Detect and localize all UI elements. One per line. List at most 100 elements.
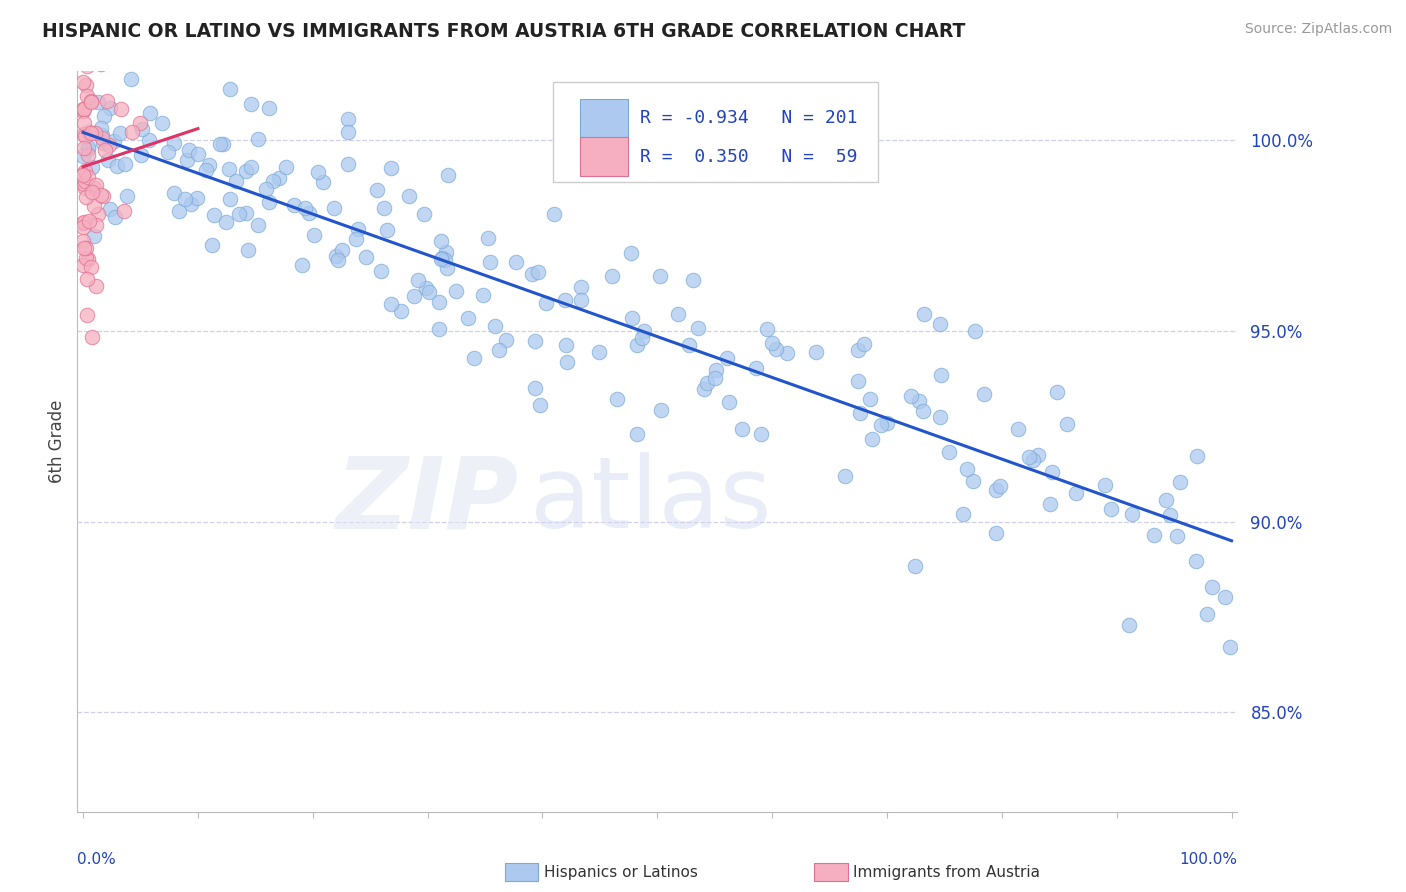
Point — [761, 335, 783, 350]
Point — [77, 214, 100, 228]
Point — [76, 272, 98, 286]
Point — [804, 345, 827, 359]
Point — [704, 363, 727, 377]
Point — [495, 334, 517, 348]
Point — [718, 395, 741, 409]
Point — [430, 234, 453, 248]
Point — [398, 189, 420, 203]
Point — [375, 223, 398, 237]
Point — [84, 127, 107, 141]
Point — [83, 199, 105, 213]
Point — [131, 122, 153, 136]
Point — [326, 253, 349, 268]
Point — [76, 89, 98, 103]
Text: Source: ZipAtlas.com: Source: ZipAtlas.com — [1244, 22, 1392, 37]
Point — [87, 95, 110, 110]
Point — [505, 255, 527, 269]
Point — [463, 351, 485, 366]
Point — [633, 324, 655, 338]
Point — [418, 285, 440, 299]
Point — [96, 94, 118, 108]
Point — [246, 218, 269, 232]
Point — [1056, 417, 1078, 431]
Point — [650, 268, 672, 283]
Point — [208, 136, 231, 151]
Point — [94, 143, 117, 157]
Point — [834, 469, 856, 483]
Point — [911, 404, 934, 418]
Point — [163, 186, 186, 200]
Point — [332, 243, 354, 257]
Point — [77, 252, 100, 267]
Point — [588, 345, 610, 359]
Point — [98, 137, 121, 152]
Point — [84, 279, 107, 293]
Point — [912, 307, 935, 321]
Point — [75, 251, 97, 265]
Point — [696, 376, 718, 390]
Point — [380, 297, 402, 311]
Point — [876, 416, 898, 430]
Point — [929, 317, 952, 331]
Point — [430, 251, 453, 265]
Point — [536, 296, 558, 310]
Point — [110, 126, 132, 140]
Point — [775, 346, 797, 360]
Point — [239, 160, 262, 174]
Point — [370, 264, 392, 278]
Point — [76, 309, 98, 323]
Point — [73, 129, 96, 144]
Point — [366, 183, 388, 197]
Point — [163, 136, 186, 150]
Point — [408, 273, 430, 287]
Point — [115, 189, 138, 203]
Point — [908, 394, 931, 409]
Point — [600, 269, 623, 284]
Point — [75, 240, 97, 254]
Point — [90, 128, 112, 142]
Point — [869, 418, 891, 433]
Point — [215, 215, 238, 229]
Point — [848, 406, 870, 420]
Point — [973, 387, 995, 401]
Point — [75, 180, 97, 194]
Point — [1213, 590, 1236, 604]
Point — [606, 392, 628, 406]
Point — [129, 116, 152, 130]
Point — [105, 159, 128, 173]
Point — [988, 479, 1011, 493]
Text: atlas: atlas — [530, 452, 772, 549]
Point — [478, 255, 501, 269]
Point — [522, 267, 544, 281]
Point — [765, 342, 787, 356]
Point — [169, 204, 191, 219]
FancyBboxPatch shape — [553, 82, 877, 183]
Point — [91, 131, 114, 145]
Point — [307, 165, 329, 179]
Point — [322, 201, 344, 215]
Point — [929, 368, 952, 382]
Point — [104, 210, 127, 224]
Point — [90, 120, 112, 135]
Point — [389, 304, 412, 318]
Point — [1021, 453, 1043, 467]
Point — [543, 207, 565, 221]
Point — [304, 227, 326, 242]
Point — [952, 507, 974, 521]
Point — [554, 338, 576, 352]
Text: R = -0.934   N = 201: R = -0.934 N = 201 — [640, 109, 858, 127]
Point — [198, 158, 221, 172]
Text: 0.0%: 0.0% — [77, 853, 117, 867]
Point — [1195, 607, 1218, 621]
Point — [91, 136, 114, 151]
Text: R =  0.350   N =  59: R = 0.350 N = 59 — [640, 147, 858, 166]
Point — [434, 252, 457, 267]
Point — [1064, 486, 1087, 500]
Point — [852, 337, 875, 351]
Point — [246, 131, 269, 145]
Point — [72, 234, 94, 248]
Point — [429, 322, 451, 336]
Point — [228, 207, 250, 221]
Point — [212, 137, 235, 152]
Point — [114, 157, 136, 171]
